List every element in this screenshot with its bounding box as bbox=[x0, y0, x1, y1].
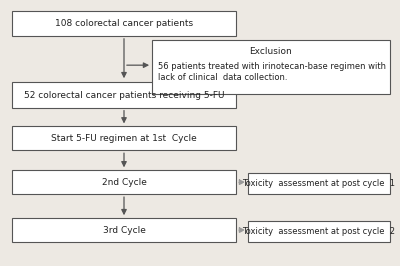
FancyBboxPatch shape bbox=[12, 218, 236, 242]
Text: Exclusion: Exclusion bbox=[250, 47, 292, 56]
FancyBboxPatch shape bbox=[12, 126, 236, 150]
Text: 2nd Cycle: 2nd Cycle bbox=[102, 178, 146, 187]
FancyBboxPatch shape bbox=[248, 221, 390, 242]
Text: 52 colorectal cancer patients receiving 5-FU: 52 colorectal cancer patients receiving … bbox=[24, 91, 224, 99]
Text: 3rd Cycle: 3rd Cycle bbox=[102, 226, 146, 235]
Text: 108 colorectal cancer patients: 108 colorectal cancer patients bbox=[55, 19, 193, 28]
FancyBboxPatch shape bbox=[248, 173, 390, 194]
FancyBboxPatch shape bbox=[12, 170, 236, 194]
FancyBboxPatch shape bbox=[12, 11, 236, 36]
Text: 56 patients treated with irinotecan-base regimen with
lack of clinical  data col: 56 patients treated with irinotecan-base… bbox=[158, 61, 386, 82]
FancyBboxPatch shape bbox=[12, 82, 236, 108]
Text: Start 5-FU regimen at 1st  Cycle: Start 5-FU regimen at 1st Cycle bbox=[51, 134, 197, 143]
Text: Toxicity  assessment at post cycle  1: Toxicity assessment at post cycle 1 bbox=[242, 179, 396, 188]
FancyBboxPatch shape bbox=[152, 40, 390, 94]
Text: Toxicity  assessment at post cycle  2: Toxicity assessment at post cycle 2 bbox=[242, 227, 396, 236]
